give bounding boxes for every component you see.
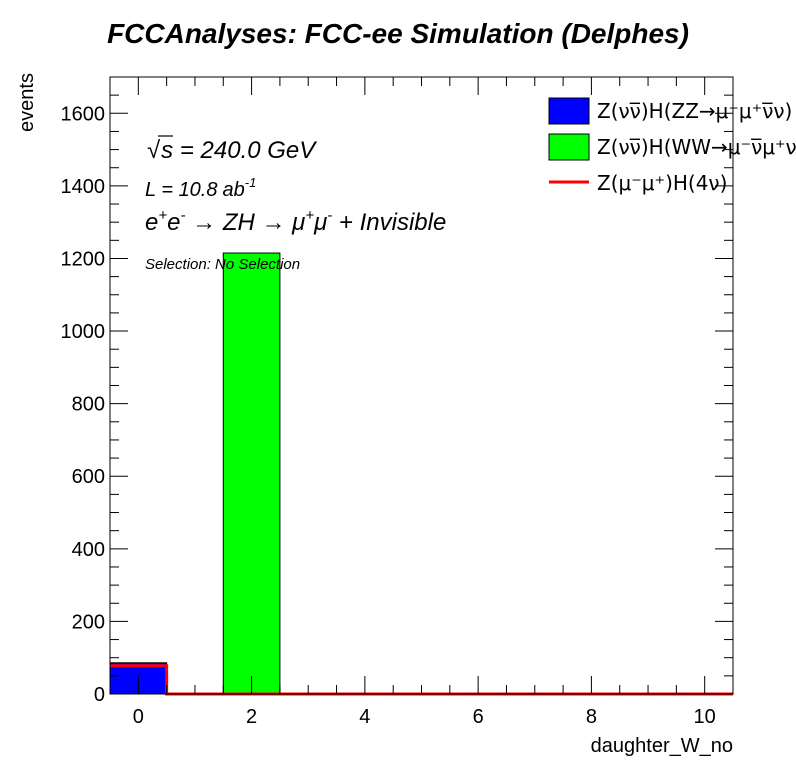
lumi-exponent: -1	[245, 175, 257, 190]
x-tick-label-0: 0	[133, 706, 144, 728]
y-axis-label: events	[16, 73, 38, 132]
y-tick-label-7: 1400	[61, 176, 106, 198]
plot-frame-group	[110, 77, 733, 694]
lumi-value: 10.8	[179, 179, 218, 201]
lumi-unit: ab	[223, 179, 245, 201]
axes: 0 2 4 6 8 10 0 200 400 600 800 1000 1200 1400 1600 daug…	[16, 73, 734, 757]
legend-entry-2: Z(μ⁻μ⁺)H(4ν)	[597, 171, 727, 195]
y-tick-label-4: 800	[72, 394, 105, 416]
process-annotation: e+e- → ZH → μ+μ- + Invisible	[145, 207, 446, 236]
plot-area	[110, 77, 733, 694]
y-tick-label-2: 400	[72, 539, 105, 561]
x-tick-label-1: 2	[246, 706, 257, 728]
x-tick-label-5: 10	[694, 706, 716, 728]
x-tick-label-3: 6	[473, 706, 484, 728]
y-tick-label-8: 1600	[61, 103, 106, 125]
y-tick-label-0: 0	[94, 684, 105, 706]
histogram-bars	[109, 252, 281, 695]
x-tick-label-2: 4	[359, 706, 370, 728]
lumi-symbol: L =	[145, 179, 179, 201]
selection-annotation: Selection: No Selection	[145, 256, 300, 273]
sqrt-s-annotation: √s = 240.0 GeV	[147, 137, 317, 164]
legend-swatch-0	[548, 97, 590, 125]
legend-entry-0: Z(νν̅)H(ZZ→μ⁻μ⁺ν̅ν)	[597, 99, 792, 123]
y-tick-label-6: 1200	[61, 248, 106, 270]
x-axis-label: daughter_W_no	[591, 735, 733, 757]
x-tick-label-4: 8	[586, 706, 597, 728]
bar-series-1-bin-0	[222, 252, 281, 695]
luminosity-annotation: L = 10.8 ab-1	[145, 175, 256, 201]
y-tick-label-5: 1000	[61, 321, 106, 343]
plot-annotations: √s = 240.0 GeV L = 10.8 ab-1 e+e- → ZH → …	[145, 135, 446, 273]
legend-swatch-1	[548, 133, 590, 161]
sqrt-s-label: s	[161, 137, 173, 164]
legend-entry-1: Z(νν̅)H(WW→μ⁻ν̅μ⁺ν)	[597, 135, 796, 159]
sqrt-symbol: √	[147, 137, 161, 164]
y-tick-label-1: 200	[72, 611, 105, 633]
y-tick-label-3: 600	[72, 466, 105, 488]
legend: Z(νν̅)H(ZZ→μ⁻μ⁺ν̅ν) Z(νν̅)H(WW→μ⁻ν̅μ⁺ν) Z(…	[548, 97, 796, 195]
sqrt-s-value: 240.0 GeV	[200, 137, 318, 164]
sqrt-s-equals: =	[173, 137, 200, 164]
chart-title: FCCAnalyses: FCC-ee Simulation (Delphes)	[107, 18, 689, 49]
